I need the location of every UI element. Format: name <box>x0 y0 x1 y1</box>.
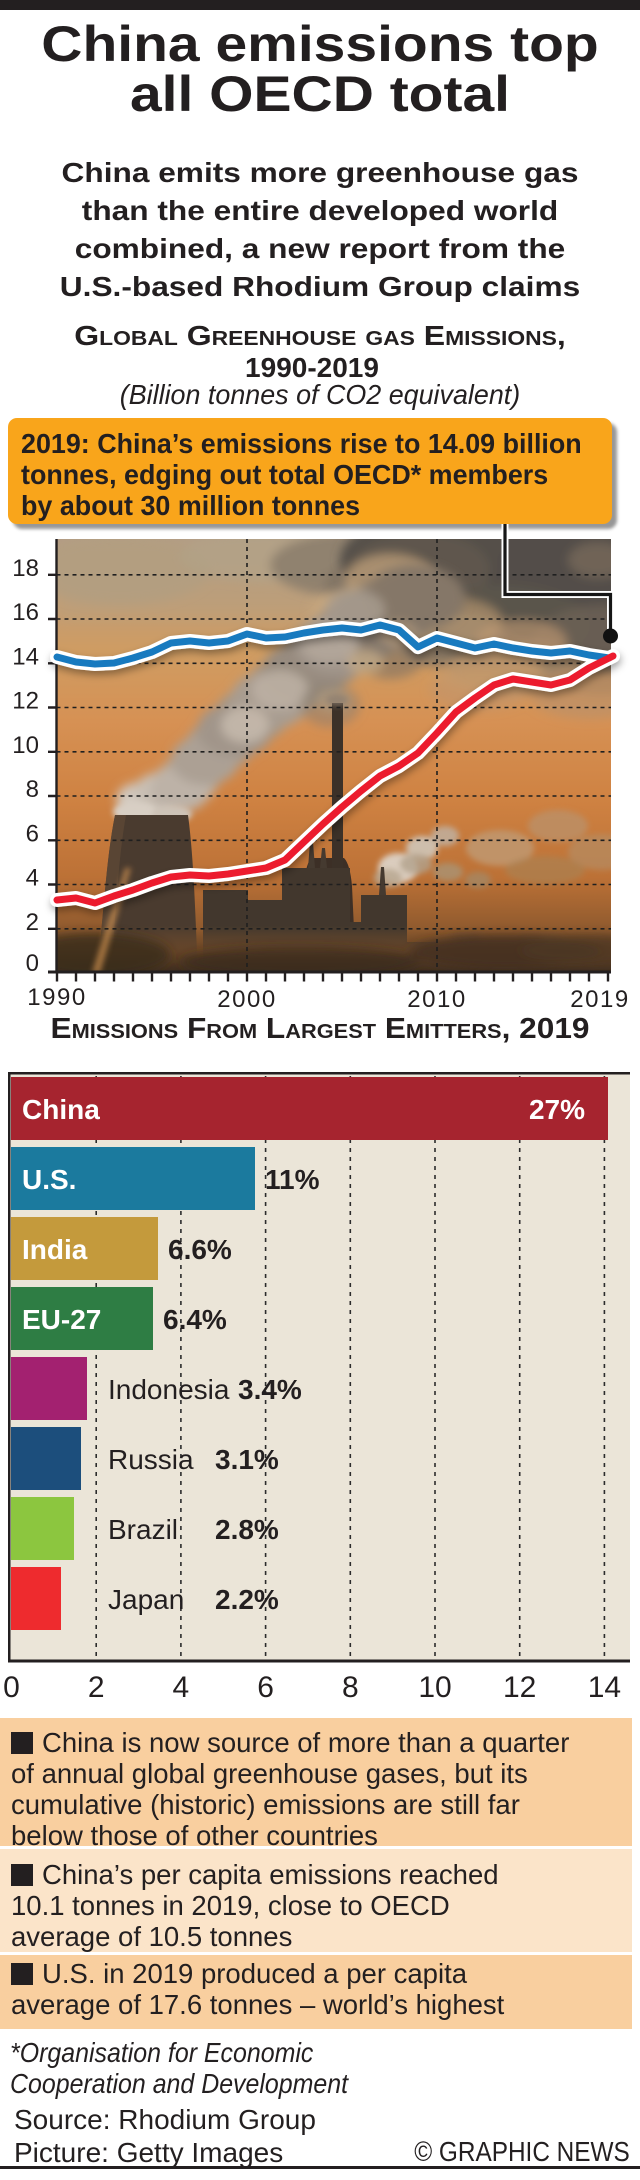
svg-text:2010: 2010 <box>407 986 466 1013</box>
svg-text:8: 8 <box>26 776 39 803</box>
svg-text:6: 6 <box>26 820 39 847</box>
svg-text:0: 0 <box>3 1671 20 1704</box>
svg-text:18: 18 <box>12 555 39 582</box>
svg-text:3.4%: 3.4% <box>238 1374 302 1405</box>
svg-text:6.4%: 6.4% <box>163 1304 227 1335</box>
svg-text:8: 8 <box>342 1671 359 1704</box>
svg-text:14: 14 <box>12 643 39 670</box>
svg-text:U.S.: U.S. <box>22 1164 76 1195</box>
svg-text:Brazil: Brazil <box>108 1514 178 1545</box>
svg-text:2019: 2019 <box>570 986 629 1013</box>
svg-text:EU-27: EU-27 <box>22 1304 101 1335</box>
svg-text:14: 14 <box>588 1671 621 1704</box>
svg-text:Russia: Russia <box>108 1444 194 1475</box>
svg-text:12: 12 <box>503 1671 536 1704</box>
svg-text:2: 2 <box>88 1671 105 1704</box>
svg-text:Indonesia: Indonesia <box>108 1374 230 1405</box>
svg-text:12: 12 <box>12 688 39 715</box>
svg-text:2.2%: 2.2% <box>215 1584 279 1615</box>
svg-text:China: China <box>22 1094 100 1125</box>
svg-text:Japan: Japan <box>108 1584 184 1615</box>
svg-text:0: 0 <box>26 950 39 977</box>
svg-text:2.8%: 2.8% <box>215 1514 279 1545</box>
svg-text:India: India <box>22 1234 88 1265</box>
svg-text:4: 4 <box>173 1671 190 1704</box>
svg-text:6.6%: 6.6% <box>168 1234 232 1265</box>
svg-text:3.1%: 3.1% <box>215 1444 279 1475</box>
svg-text:10: 10 <box>418 1671 451 1704</box>
svg-text:1990: 1990 <box>27 984 86 1011</box>
svg-text:6: 6 <box>257 1671 274 1704</box>
svg-text:16: 16 <box>12 599 39 626</box>
svg-text:4: 4 <box>26 865 39 892</box>
svg-text:11%: 11% <box>265 1164 320 1195</box>
svg-text:2: 2 <box>26 909 39 936</box>
svg-text:2000: 2000 <box>217 986 276 1013</box>
svg-text:27%: 27% <box>529 1094 585 1125</box>
svg-text:10: 10 <box>12 732 39 759</box>
